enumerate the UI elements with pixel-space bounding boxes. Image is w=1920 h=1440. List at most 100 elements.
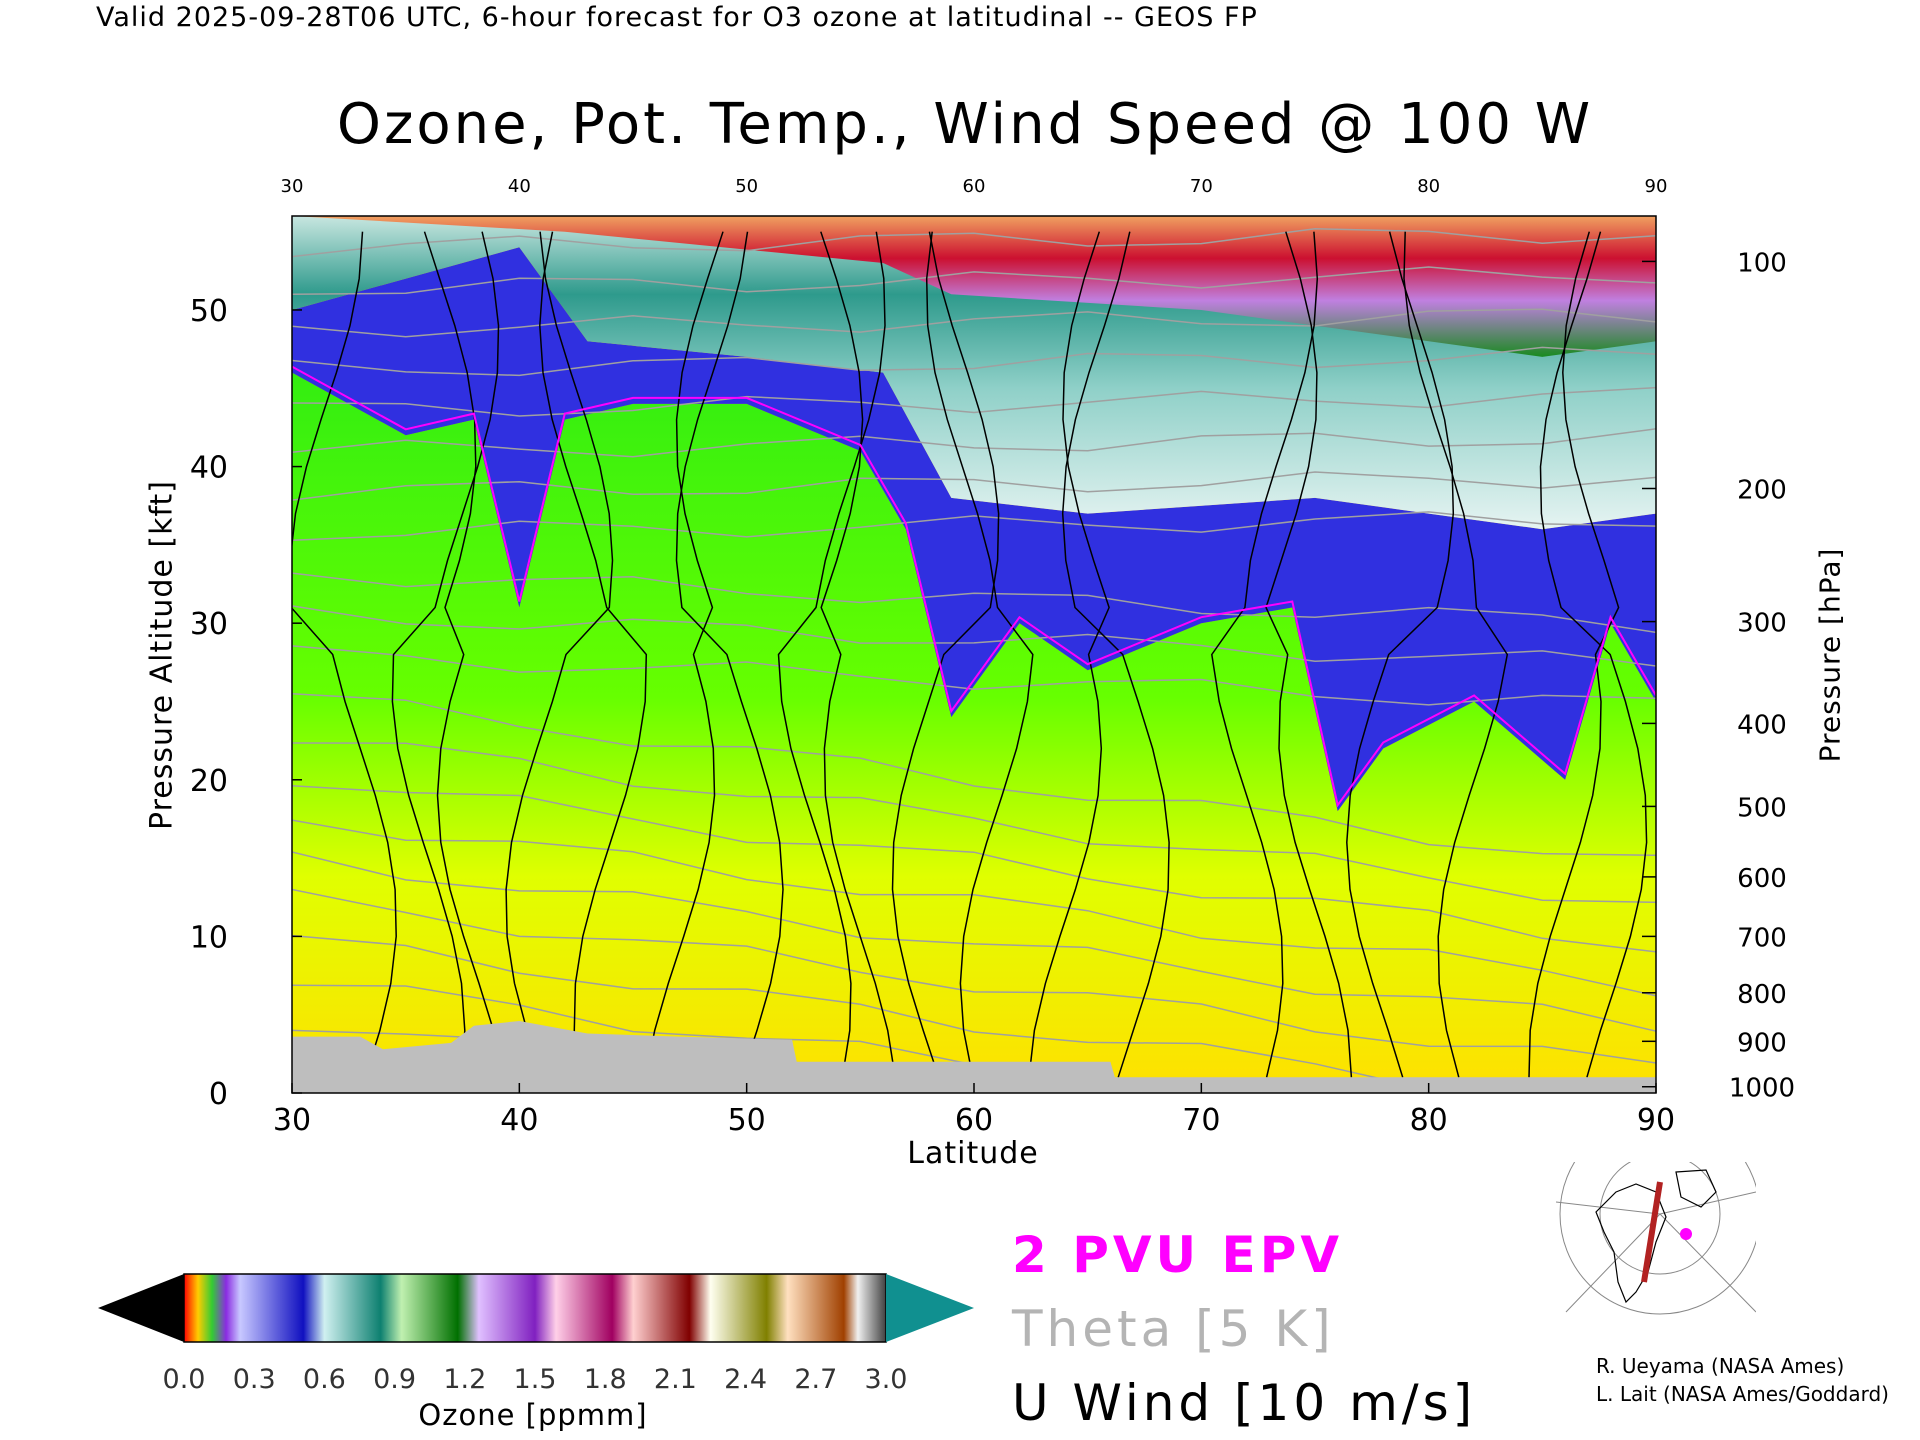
x-axis-label: Latitude — [907, 1136, 1039, 1171]
credit-2: L. Lait (NASA Ames/Goddard) — [1596, 1382, 1889, 1406]
theta-contour — [292, 572, 1656, 634]
colorbar-tick-label: 0.3 — [233, 1364, 276, 1395]
u-wind-contours — [292, 231, 1648, 1078]
x-tick-label: 50 — [728, 1103, 766, 1138]
theta-contour — [292, 308, 1656, 338]
x-tick-label: 30 — [273, 1103, 311, 1138]
x-top-tick-label: 50 — [735, 176, 758, 197]
colorbar-tick-label: 0.9 — [373, 1364, 416, 1395]
colorbar-tick-label: 2.1 — [654, 1364, 697, 1395]
colorbar-tick-label: 3.0 — [865, 1364, 908, 1395]
pressure-tick-label: 800 — [1737, 980, 1787, 1010]
wind-contour — [539, 231, 648, 1078]
colorbar-tick-label: 2.7 — [794, 1364, 837, 1395]
x-top-tick-label: 80 — [1417, 176, 1440, 197]
tropopause-transition-band — [292, 247, 1656, 812]
pressure-tick-label: 900 — [1737, 1028, 1787, 1058]
y-tick-label: 50 — [190, 294, 228, 329]
y-tick-label: 40 — [190, 451, 228, 486]
colorbar-tick-label: 2.4 — [724, 1364, 767, 1395]
wind-contour — [891, 231, 1000, 1078]
wind-contour — [292, 231, 397, 1078]
wind-contour — [925, 231, 1034, 1078]
wind-contour — [1528, 231, 1620, 1078]
x-tick-label: 70 — [1182, 1103, 1220, 1138]
y-axis-right-pressure: 100 200 300 400 500 600 700 800 900 1000 — [1642, 248, 1795, 1104]
forecast-header: Valid 2025-09-28T06 UTC, 6-hour forecast… — [96, 2, 1258, 33]
pressure-tick-label: 600 — [1737, 864, 1787, 894]
x-axis-top: 30 40 50 60 70 80 90 — [281, 176, 1668, 197]
x-tick-label: 40 — [500, 1103, 538, 1138]
x-tick-label: 80 — [1410, 1103, 1448, 1138]
x-top-tick-label: 30 — [281, 176, 304, 197]
pressure-tick-label: 300 — [1737, 609, 1787, 639]
epv-2pvu-contour — [292, 365, 1656, 808]
pressure-tick-label: 500 — [1737, 793, 1787, 823]
pressure-tick-label: 200 — [1737, 475, 1787, 505]
wind-contour — [644, 231, 724, 1078]
colorbar-bar — [183, 1273, 887, 1343]
colorbar-tick-label: 1.2 — [443, 1364, 486, 1395]
greenland-outline — [1675, 1169, 1717, 1208]
theta-contour — [292, 819, 1656, 997]
theta-contour — [292, 228, 1656, 258]
theta-contour — [292, 645, 1656, 706]
wind-contour — [777, 231, 886, 1078]
wind-contour — [505, 231, 614, 1078]
pressure-tick-label: 700 — [1737, 923, 1787, 953]
theta-contour — [292, 386, 1656, 417]
x-top-tick-label: 40 — [508, 176, 531, 197]
theta-contour — [292, 784, 1656, 953]
credit-1: R. Ueyama (NASA Ames) — [1596, 1354, 1845, 1378]
theta-contour — [292, 851, 1656, 1032]
colorbar-tick-label: 0.0 — [163, 1364, 206, 1395]
legend-epv: 2 PVU EPV — [1012, 1226, 1344, 1284]
wind-contour — [1061, 231, 1170, 1078]
x-axis-bottom: 30 40 50 60 70 80 90 — [273, 1083, 1675, 1138]
x-top-tick-label: 70 — [1190, 176, 1213, 197]
theta-contour — [292, 428, 1656, 458]
wind-contour — [391, 231, 500, 1078]
colorbar-label: Ozone [ppmm] — [418, 1398, 648, 1432]
locator-map — [1556, 1162, 1756, 1315]
cross-section-line — [1641, 1181, 1663, 1283]
wind-contour — [820, 231, 896, 1078]
y-axis-label: Pressure Altitude [kft] — [144, 480, 180, 830]
chart-title: Ozone, Pot. Temp., Wind Speed @ 100 W — [336, 92, 1594, 157]
legend-theta: Theta [5 K] — [1012, 1300, 1335, 1358]
y2-axis-label: Pressure [hPa] — [1813, 547, 1847, 763]
colorbar-tick-label: 1.8 — [584, 1364, 627, 1395]
wind-contour — [1346, 231, 1455, 1078]
wind-contour — [1539, 231, 1648, 1078]
location-marker — [1680, 1228, 1692, 1240]
colorbar-max-arrow — [886, 1274, 974, 1342]
wind-contour — [423, 231, 506, 1078]
plot-area — [292, 216, 1656, 1093]
theta-contour — [292, 693, 1656, 857]
x-top-tick-label: 90 — [1645, 176, 1668, 197]
pressure-tick-label: 1000 — [1729, 1074, 1795, 1104]
wind-contour — [1211, 231, 1319, 1078]
terrain-mask — [292, 1021, 1656, 1093]
y-tick-label: 10 — [190, 920, 228, 955]
legend-wind: U Wind [10 m/s] — [1012, 1374, 1477, 1432]
wind-contour — [675, 231, 784, 1078]
theta-contour — [292, 742, 1656, 904]
pressure-tick-label: 100 — [1737, 248, 1787, 278]
pressure-tick-label: 400 — [1737, 710, 1787, 740]
wind-contour — [1265, 231, 1353, 1078]
colorbar-ticks: 0.0 0.3 0.6 0.9 1.2 1.5 1.8 2.1 2.4 2.7 3.0 — [163, 1364, 908, 1395]
colorbar-tick-label: 1.5 — [514, 1364, 557, 1395]
colorbar-min-arrow — [98, 1274, 184, 1342]
theta-contour — [292, 605, 1656, 667]
y-tick-label: 20 — [190, 764, 228, 799]
x-top-tick-label: 60 — [963, 176, 986, 197]
theta-contour — [292, 266, 1656, 296]
ozone-colorbar: 0.0 0.3 0.6 0.9 1.2 1.5 1.8 2.1 2.4 2.7 3.0 — [98, 1273, 974, 1395]
theta-contour — [292, 471, 1656, 501]
x-tick-label: 90 — [1637, 1103, 1675, 1138]
colorbar-tick-label: 0.6 — [303, 1364, 346, 1395]
y-tick-label: 30 — [190, 607, 228, 642]
wind-contour — [1403, 231, 1509, 1078]
